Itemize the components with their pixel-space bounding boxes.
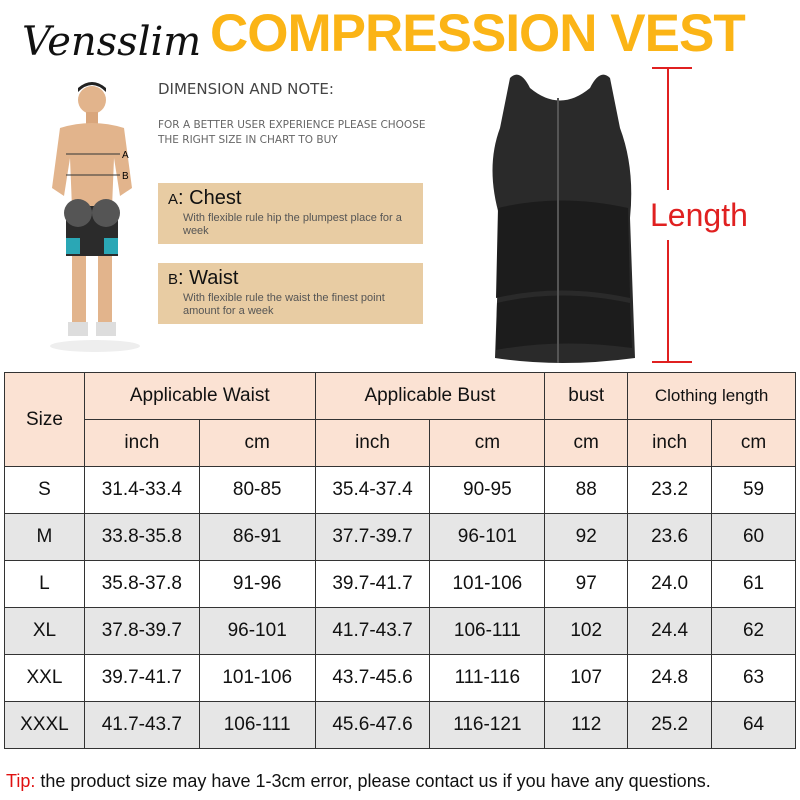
page-title: COMPRESSION VEST	[210, 4, 746, 63]
label-b: B	[122, 171, 129, 182]
tip-body: the product size may have 1-3cm error, p…	[35, 771, 711, 791]
unit-cell: inch	[627, 419, 713, 467]
table-cell: 111-116	[429, 654, 546, 702]
table-cell: 59	[711, 466, 796, 514]
header-bust: bust	[544, 372, 629, 420]
measure-letter: A	[168, 191, 179, 208]
size-cell: L	[4, 560, 85, 608]
unit-cell: cm	[429, 419, 546, 467]
table-cell: 112	[544, 701, 629, 749]
length-label: Length	[650, 197, 748, 233]
measure-desc: With flexible rule the waist the finest …	[183, 292, 385, 317]
unit-cell: inch	[83, 419, 200, 467]
size-cell: XXL	[4, 654, 85, 702]
table-cell: 39.7-41.7	[83, 654, 200, 702]
table-row: M 33.8-35.8 86-91 37.7-39.7 96-101 92 23.6 60	[4, 513, 796, 561]
table-cell: 63	[711, 654, 796, 702]
header-bust-range: Applicable Bust	[314, 372, 546, 420]
unit-cell: cm	[711, 419, 796, 467]
table-cell: 92	[544, 513, 629, 561]
brand-logo: Vensslim	[22, 19, 202, 65]
measure-desc: With flexible rule hip the plumpest plac…	[183, 212, 402, 237]
table-cell: 90-95	[429, 466, 546, 514]
size-note: FOR A BETTER USER EXPERIENCE PLEASE CHOO…	[158, 119, 426, 146]
table-cell: 107	[544, 654, 629, 702]
table-cell: 97	[544, 560, 629, 608]
table-cell: 102	[544, 607, 629, 655]
table-cell: 60	[711, 513, 796, 561]
measure-name: : Chest	[178, 187, 242, 209]
table-cell: 39.7-41.7	[314, 560, 431, 608]
unit-cell: inch	[314, 419, 431, 467]
table-cell: 88	[544, 466, 629, 514]
table-cell: 35.8-37.8	[83, 560, 200, 608]
table-row: XXL 39.7-41.7 101-106 43.7-45.6 111-116 107 24…	[4, 654, 796, 702]
table-units-row: inch cm inch cm cm inch cm	[5, 419, 796, 467]
table-cell: 91-96	[198, 560, 316, 608]
size-cell: S	[4, 466, 85, 514]
table-cell: 80-85	[198, 466, 316, 514]
unit-cell: cm	[198, 419, 316, 467]
chest-measure-box: A: Chest With flexible rule hip the plum…	[158, 183, 423, 244]
table-cell: 64	[711, 701, 796, 749]
table-cell: 24.8	[627, 654, 713, 702]
table-cell: 35.4-37.4	[314, 466, 431, 514]
tip-text: Tip: the product size may have 1-3cm err…	[6, 770, 711, 792]
table-cell: 96-101	[198, 607, 316, 655]
table-cell: 31.4-33.4	[83, 466, 200, 514]
table-row: XL 37.8-39.7 96-101 41.7-43.7 106-111 102 24.4…	[4, 607, 796, 655]
unit-cell: cm	[544, 419, 629, 467]
vest-product-image	[492, 74, 635, 364]
table-cell: 23.6	[627, 513, 713, 561]
length-marker	[652, 67, 692, 363]
tip-label: Tip:	[6, 771, 36, 791]
size-cell: XL	[4, 607, 85, 655]
table-cell: 37.7-39.7	[314, 513, 431, 561]
label-a: A	[122, 150, 129, 161]
table-cell: 86-91	[198, 513, 316, 561]
measure-letter: B	[168, 271, 179, 288]
dimension-heading: DIMENSION AND NOTE:	[158, 80, 334, 98]
header-waist: Applicable Waist	[83, 372, 316, 420]
table-cell: 62	[711, 607, 796, 655]
header-size: Size	[4, 372, 85, 467]
table-cell: 45.6-47.6	[314, 701, 431, 749]
table-cell: 106-111	[429, 607, 546, 655]
table-cell: 23.2	[627, 466, 713, 514]
table-cell: 25.2	[627, 701, 713, 749]
table-cell: 37.8-39.7	[83, 607, 200, 655]
table-cell: 101-106	[429, 560, 546, 608]
man-figure-illustration: A B	[50, 82, 140, 352]
table-cell: 96-101	[429, 513, 546, 561]
table-cell: 101-106	[198, 654, 316, 702]
size-cell: XXXL	[4, 701, 85, 749]
size-cell: M	[4, 513, 85, 561]
table-cell: 43.7-45.6	[314, 654, 431, 702]
header-clothing-length: Clothing length	[627, 372, 796, 420]
table-row: XXXL 41.7-43.7 106-111 45.6-47.6 116-121 112 2…	[4, 701, 796, 749]
table-cell: 41.7-43.7	[83, 701, 200, 749]
table-cell: 33.8-35.8	[83, 513, 200, 561]
table-row: L 35.8-37.8 91-96 39.7-41.7 101-106 97 24.0 61	[4, 560, 796, 608]
waist-measure-box: B: Waist With flexible rule the waist th…	[158, 263, 423, 324]
size-chart-table: Size Applicable Waist Applicable Bust bu…	[4, 372, 796, 749]
table-header-row: Size Applicable Waist Applicable Bust bu…	[4, 372, 796, 467]
table-cell: 61	[711, 560, 796, 608]
table-row: S 31.4-33.4 80-85 35.4-37.4 90-95 88 23.2 59	[4, 466, 796, 514]
measure-name: : Waist	[178, 267, 239, 289]
table-cell: 41.7-43.7	[314, 607, 431, 655]
table-cell: 24.4	[627, 607, 713, 655]
table-cell: 24.0	[627, 560, 713, 608]
table-cell: 106-111	[198, 701, 316, 749]
table-cell: 116-121	[429, 701, 546, 749]
